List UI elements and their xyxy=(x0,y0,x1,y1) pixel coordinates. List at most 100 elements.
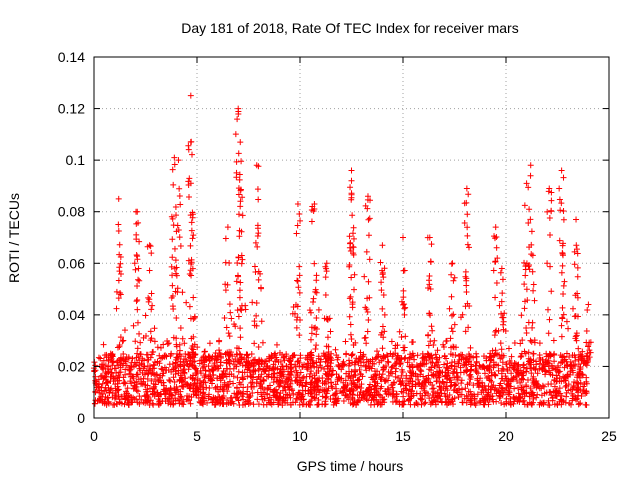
data-point xyxy=(376,371,383,378)
data-point xyxy=(528,400,535,407)
data-point xyxy=(363,396,370,403)
data-point xyxy=(540,401,547,408)
data-point xyxy=(270,388,277,395)
data-point xyxy=(463,359,470,366)
x-tick-label: 0 xyxy=(90,428,98,444)
data-point xyxy=(175,157,182,164)
data-point xyxy=(255,230,262,237)
data-point xyxy=(449,352,456,359)
data-point xyxy=(532,365,539,372)
data-point xyxy=(339,362,346,369)
data-point xyxy=(250,401,257,408)
data-point xyxy=(467,344,474,351)
data-point xyxy=(231,321,238,328)
data-point xyxy=(366,256,373,263)
data-point xyxy=(388,338,395,345)
data-point xyxy=(321,353,328,360)
data-point xyxy=(575,400,582,407)
data-point xyxy=(490,398,497,405)
data-point xyxy=(581,381,588,388)
data-point xyxy=(574,273,581,280)
data-point xyxy=(400,234,406,241)
data-point xyxy=(294,358,301,365)
data-point xyxy=(308,397,315,404)
data-point xyxy=(388,364,395,371)
data-point xyxy=(311,324,318,331)
data-point xyxy=(379,394,386,401)
data-point xyxy=(186,175,193,182)
data-point xyxy=(221,315,228,322)
data-point xyxy=(348,368,355,375)
data-point xyxy=(452,382,459,389)
data-point xyxy=(548,189,555,196)
data-point xyxy=(202,367,209,374)
data-point xyxy=(394,398,401,405)
data-point xyxy=(224,365,231,372)
data-point xyxy=(574,290,581,297)
data-point xyxy=(378,357,385,364)
data-point xyxy=(177,243,184,250)
data-point xyxy=(173,343,180,350)
data-point xyxy=(157,400,164,407)
data-point xyxy=(293,324,300,331)
data-point xyxy=(271,351,278,358)
data-point xyxy=(319,401,326,408)
data-point xyxy=(245,354,252,361)
data-point xyxy=(239,376,246,383)
data-point xyxy=(313,314,320,321)
data-point xyxy=(325,375,332,382)
data-point xyxy=(510,364,517,371)
data-point xyxy=(381,265,388,272)
data-point xyxy=(366,365,373,372)
data-point xyxy=(188,335,195,342)
data-point xyxy=(575,345,582,352)
data-point xyxy=(519,372,526,379)
data-point xyxy=(157,355,164,362)
data-point xyxy=(478,389,485,396)
data-point xyxy=(234,272,241,279)
data-point xyxy=(364,397,371,404)
plot-frame xyxy=(93,56,610,419)
data-point xyxy=(174,350,181,357)
data-point xyxy=(352,383,359,390)
data-point xyxy=(173,264,180,271)
data-point xyxy=(377,385,384,392)
data-point xyxy=(349,304,356,311)
data-point xyxy=(283,351,290,358)
data-point xyxy=(543,368,550,375)
data-point xyxy=(462,385,469,392)
data-point xyxy=(449,328,456,335)
data-point xyxy=(187,92,194,99)
data-point xyxy=(544,208,551,215)
data-point xyxy=(147,337,154,344)
data-point xyxy=(308,330,315,337)
data-point xyxy=(357,370,364,377)
data-point xyxy=(448,312,455,319)
data-point xyxy=(123,362,130,369)
data-point xyxy=(148,250,155,257)
data-point xyxy=(574,384,581,391)
data-point xyxy=(254,186,261,193)
data-point xyxy=(491,352,498,359)
data-point xyxy=(250,367,257,374)
data-point xyxy=(570,382,577,389)
data-point xyxy=(563,350,570,357)
data-point xyxy=(423,357,430,364)
data-point xyxy=(205,363,212,370)
data-point xyxy=(291,352,298,359)
data-point xyxy=(213,398,220,405)
data-point xyxy=(170,181,177,188)
data-point xyxy=(323,315,330,322)
data-point xyxy=(168,350,175,357)
data-point xyxy=(238,158,245,165)
data-point xyxy=(322,291,329,298)
data-point xyxy=(313,359,320,366)
data-point xyxy=(441,361,448,368)
data-point xyxy=(176,234,183,241)
data-point xyxy=(335,374,342,381)
data-point xyxy=(126,367,133,374)
data-point xyxy=(178,394,185,401)
data-point xyxy=(170,374,177,381)
data-point xyxy=(378,376,385,383)
data-point xyxy=(586,339,593,346)
